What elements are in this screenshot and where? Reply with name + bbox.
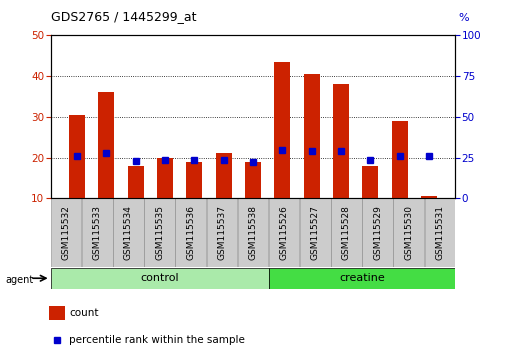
Bar: [332, 84, 348, 198]
Text: GSM115538: GSM115538: [248, 205, 257, 260]
Text: percentile rank within the sample: percentile rank within the sample: [69, 335, 245, 344]
FancyBboxPatch shape: [299, 198, 330, 267]
FancyBboxPatch shape: [50, 268, 268, 289]
Text: creatine: creatine: [338, 273, 384, 283]
FancyBboxPatch shape: [113, 198, 143, 267]
Text: count: count: [69, 308, 99, 318]
Text: GSM115535: GSM115535: [155, 205, 164, 260]
FancyBboxPatch shape: [82, 198, 112, 267]
Bar: [49, 306, 65, 320]
FancyBboxPatch shape: [268, 268, 454, 289]
FancyBboxPatch shape: [393, 198, 423, 267]
Text: GSM115530: GSM115530: [403, 205, 413, 260]
Bar: [157, 158, 173, 198]
Text: GDS2765 / 1445299_at: GDS2765 / 1445299_at: [50, 10, 196, 23]
Bar: [127, 166, 143, 198]
Bar: [303, 74, 319, 198]
Text: GSM115528: GSM115528: [341, 205, 350, 260]
FancyBboxPatch shape: [206, 198, 237, 267]
Bar: [98, 92, 114, 198]
Bar: [391, 121, 407, 198]
Bar: [186, 161, 202, 198]
FancyBboxPatch shape: [362, 198, 392, 267]
FancyBboxPatch shape: [268, 198, 299, 267]
Bar: [244, 161, 261, 198]
Text: agent: agent: [5, 275, 33, 285]
FancyBboxPatch shape: [144, 198, 175, 267]
FancyBboxPatch shape: [330, 198, 361, 267]
Text: GSM115526: GSM115526: [279, 205, 288, 260]
Bar: [215, 154, 231, 198]
FancyBboxPatch shape: [424, 198, 454, 267]
FancyBboxPatch shape: [51, 198, 81, 267]
FancyBboxPatch shape: [175, 198, 206, 267]
Bar: [362, 166, 378, 198]
Text: GSM115529: GSM115529: [372, 205, 381, 260]
Bar: [274, 62, 290, 198]
FancyBboxPatch shape: [237, 198, 268, 267]
Text: %: %: [457, 13, 468, 23]
Bar: [420, 196, 436, 198]
Text: GSM115533: GSM115533: [92, 205, 102, 260]
Text: GSM115536: GSM115536: [186, 205, 195, 260]
Text: GSM115531: GSM115531: [434, 205, 443, 260]
Text: GSM115537: GSM115537: [217, 205, 226, 260]
Text: control: control: [140, 273, 179, 283]
Text: GSM115527: GSM115527: [310, 205, 319, 260]
Text: GSM115532: GSM115532: [62, 205, 71, 260]
Text: GSM115534: GSM115534: [124, 205, 133, 260]
Bar: [69, 115, 85, 198]
